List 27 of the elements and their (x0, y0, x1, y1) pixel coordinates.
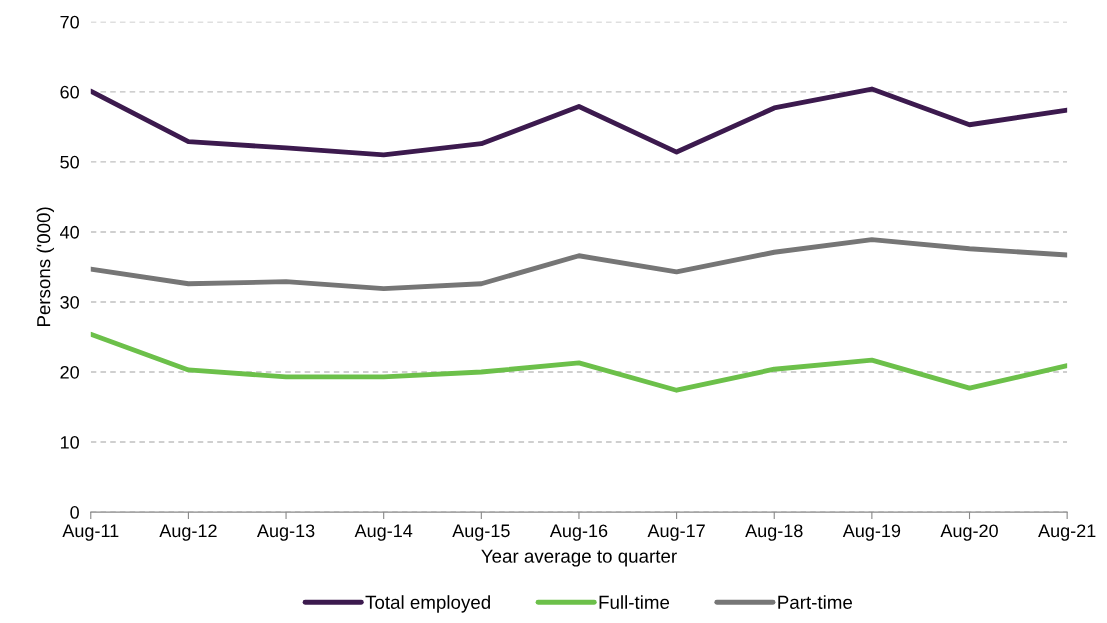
y-tick-label: 40 (60, 225, 79, 239)
x-axis-title: Year average to quarter (481, 549, 677, 567)
line-series (90, 331, 1068, 393)
x-tick-label: Aug-20 (940, 524, 998, 541)
x-tick-label: Aug-19 (842, 524, 901, 541)
x-tick-label: Aug-21 (1038, 524, 1096, 541)
y-tick-label: 10 (60, 436, 79, 449)
x-tick-label: Aug-13 (256, 524, 315, 541)
x-tick-label: Aug-12 (159, 524, 217, 541)
y-tick-label: 60 (60, 85, 79, 99)
y-tick-label: 20 (60, 365, 79, 379)
x-tick-label: Aug-16 (549, 524, 608, 541)
legend-label: Full-time (599, 595, 670, 609)
y-tick-label: 70 (60, 15, 79, 29)
x-tick-label: Aug-14 (354, 524, 413, 541)
x-tick-label: Aug-11 (62, 524, 119, 541)
legend-label: Part-time (778, 595, 853, 609)
line-series (90, 86, 1068, 158)
x-tick-label: Aug-18 (745, 524, 803, 541)
y-tick-label: 50 (60, 155, 79, 169)
x-tick-label: Aug-15 (452, 524, 510, 541)
x-tick-label: Aug-17 (647, 524, 705, 541)
line-series (90, 237, 1068, 292)
legend-label: Total employed (365, 595, 490, 613)
y-tick-label: 30 (60, 295, 79, 309)
y-axis-title: Persons ('000) (36, 207, 55, 327)
y-tick-label: 0 (70, 506, 79, 519)
